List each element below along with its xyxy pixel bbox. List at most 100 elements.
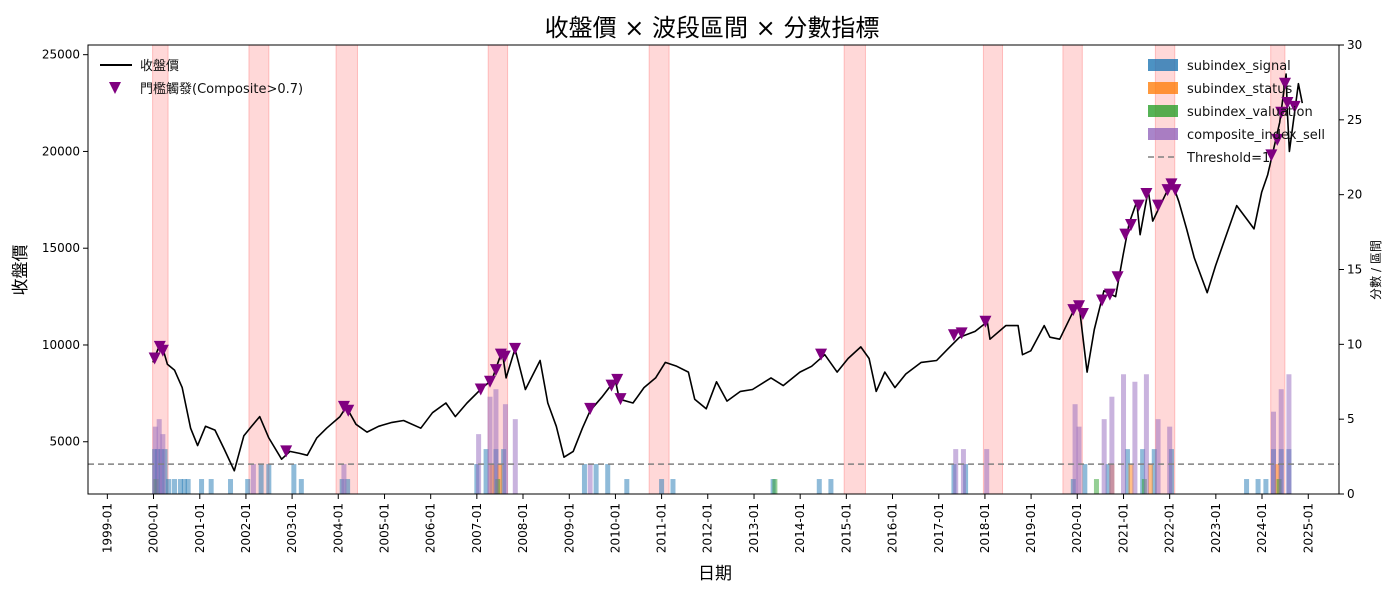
trigger-marker-3 [280, 445, 293, 458]
legend-subindex_valuation-swatch [1148, 105, 1178, 117]
subindex_signal-bar-31 [828, 479, 834, 494]
x-tick-label-5: 2004-01 [331, 503, 345, 553]
trigger-marker-22 [1076, 308, 1089, 321]
y-right-tick-label-0: 0 [1347, 487, 1355, 501]
composite_index_sell-bar-13 [984, 449, 990, 494]
subindex_signal-bar-9 [199, 479, 205, 494]
composite_index_sell-bar-22 [1167, 426, 1173, 494]
composite_index_sell-bar-20 [1143, 374, 1149, 494]
y-right-tick-label-5: 25 [1347, 113, 1362, 127]
legend-subindex_signal-swatch [1148, 59, 1178, 71]
subindex_signal-bar-36 [1105, 464, 1111, 494]
x-tick-label-20: 2019-01 [1024, 503, 1038, 553]
subindex_valuation-bar-3 [1093, 479, 1099, 494]
subindex_signal-bar-5 [171, 479, 177, 494]
y-left-tick-label-0: 5000 [49, 435, 80, 449]
trigger-marker-2 [156, 344, 169, 357]
y-axis-right: 0 5 10 15 20 25 30 [1339, 38, 1362, 501]
composite_index_sell-bar-17 [1109, 396, 1115, 494]
close-price-path [152, 73, 1304, 472]
trigger-marker-36 [1275, 106, 1288, 119]
subindex_signal-bar-38 [1140, 449, 1146, 494]
legend-trigger-swatch [109, 82, 121, 94]
composite_index_sell-bar-11 [953, 449, 959, 494]
subindex_signal-bar-35 [1082, 464, 1088, 494]
subindex_signal-bar-11 [228, 479, 234, 494]
x-tick-label-25: 2024-01 [1255, 503, 1269, 553]
subindex_signal-bar-30 [816, 479, 822, 494]
y-right-tick-label-1: 5 [1347, 412, 1355, 426]
wave-period-4 [648, 44, 670, 495]
x-tick-label-17: 2016-01 [885, 503, 899, 553]
subindex_signal-bar-43 [1263, 479, 1269, 494]
x-tick-label-21: 2020-01 [1070, 503, 1084, 553]
trigger-marker-18 [955, 327, 968, 340]
subindex_signal-bar-26 [624, 479, 630, 494]
score-bars [152, 374, 1292, 494]
legend-composite_index_sell-swatch [1148, 128, 1178, 140]
x-tick-label-6: 2005-01 [378, 503, 392, 553]
x-tick-label-2: 2001-01 [193, 503, 207, 553]
y-left-tick-label-4: 25000 [42, 48, 80, 62]
trigger-marker-24 [1103, 288, 1116, 301]
trigger-marker-8 [489, 364, 502, 377]
y-axis-right-label: 分數 / 區間 [1369, 240, 1383, 300]
composite_index_sell-bar-23 [1270, 411, 1276, 494]
legend-right: subindex_signal subindex_status subindex_v… [1148, 59, 1325, 166]
x-tick-label-14: 2013-01 [747, 503, 761, 553]
y-right-tick-label-6: 30 [1347, 38, 1362, 52]
trigger-marker-21 [1073, 300, 1086, 313]
trigger-marker-16 [815, 348, 828, 361]
subindex_signal-bar-37 [1124, 449, 1130, 494]
x-tick-label-9: 2008-01 [516, 503, 530, 553]
composite_index_sell-bar-21 [1155, 419, 1161, 494]
x-axis-label: 日期 [698, 564, 732, 584]
trigger-marker-11 [509, 342, 522, 355]
subindex_signal-bar-7 [181, 479, 187, 494]
y-left-tick-label-3: 20000 [42, 144, 80, 158]
legend-trigger-label: 門檻觸發(Composite>0.7) [140, 81, 303, 97]
trigger-marker-14 [611, 373, 624, 386]
x-tick-label-10: 2009-01 [562, 503, 576, 553]
subindex_signal-bar-20 [483, 449, 489, 494]
composite_index_sell-bar-12 [960, 449, 966, 494]
trigger-marker-39 [1288, 100, 1301, 113]
x-tick-label-26: 2025-01 [1301, 503, 1315, 553]
x-tick-label-7: 2006-01 [424, 503, 438, 553]
y-left-tick-label-1: 10000 [42, 338, 80, 352]
y-axis-left: 5000 10000 15000 20000 25000 [42, 48, 88, 449]
y-right-tick-label-3: 15 [1347, 263, 1362, 277]
x-tick-label-11: 2010-01 [608, 503, 622, 553]
trigger-marker-28 [1132, 199, 1145, 212]
composite_index_sell-bar-9 [512, 419, 518, 494]
close-price-line [152, 73, 1304, 472]
x-tick-label-8: 2007-01 [470, 503, 484, 553]
subindex_signal-bar-15 [291, 464, 297, 494]
trigger-marker-27 [1124, 218, 1137, 231]
y-right-tick-label-4: 20 [1347, 188, 1362, 202]
subindex_signal-bar-23 [581, 464, 587, 494]
x-tick-label-12: 2011-01 [655, 503, 669, 553]
trigger-marker-26 [1119, 228, 1132, 241]
composite_index_sell-bar-25 [1286, 374, 1292, 494]
trigger-marker-12 [584, 402, 597, 415]
wave-period-2 [335, 44, 358, 495]
subindex_signal-bar-8 [185, 479, 191, 494]
y-left-tick-label-2: 15000 [42, 241, 80, 255]
trigger-marker-35 [1271, 133, 1284, 146]
wave-period-5 [843, 44, 866, 495]
trigger-marker-23 [1096, 294, 1109, 307]
x-tick-label-24: 2023-01 [1209, 503, 1223, 553]
composite_index_sell-bar-24 [1278, 389, 1284, 494]
x-tick-label-3: 2002-01 [239, 503, 253, 553]
wave-periods [152, 44, 1286, 495]
subindex_signal-bar-13 [258, 464, 264, 494]
chart-title: 收盤價 × 波段區間 × 分數指標 [545, 14, 880, 42]
trigger-marker-17 [947, 329, 960, 342]
subindex_signal-bar-16 [298, 479, 304, 494]
x-tick-label-13: 2012-01 [701, 503, 715, 553]
trigger-marker-29 [1140, 188, 1153, 201]
subindex_signal-bar-14 [266, 464, 272, 494]
composite_index_sell-bar-7 [493, 389, 499, 494]
